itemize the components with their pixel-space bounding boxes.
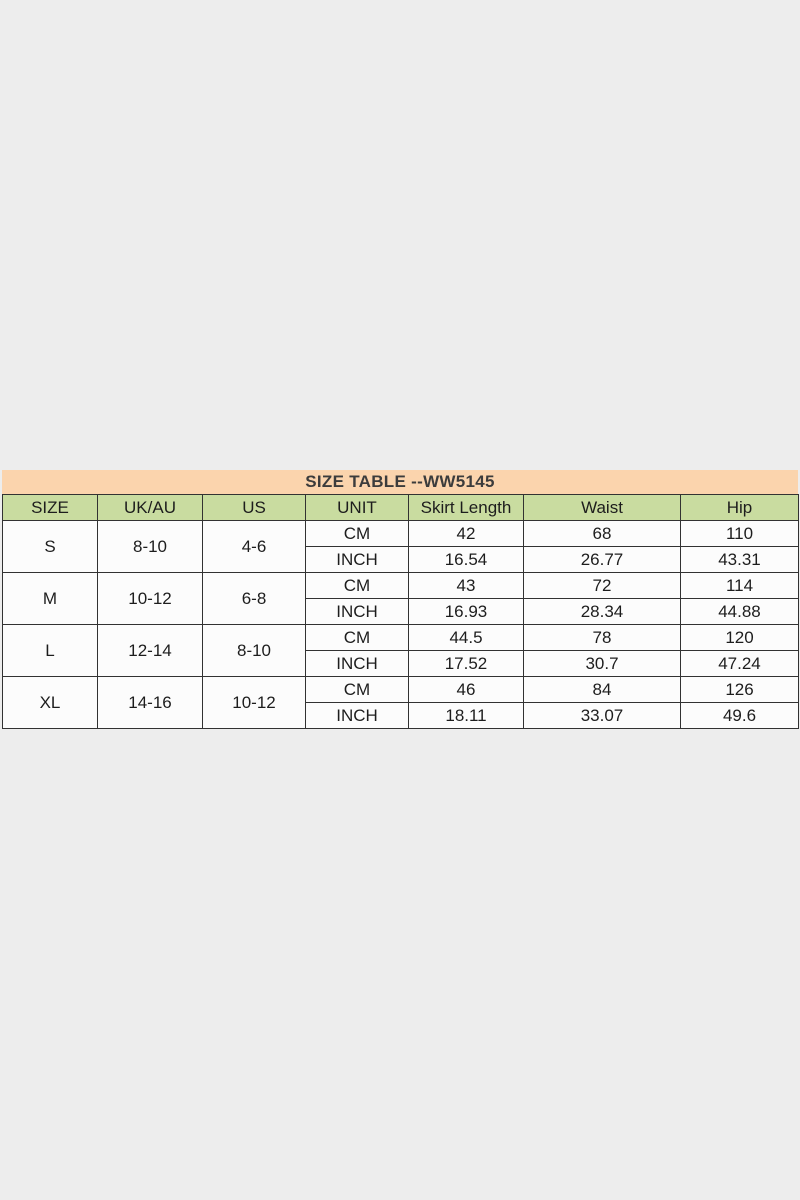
- table-row-l-cm: L 12-14 8-10 CM 44.5 78 120: [2, 624, 799, 677]
- header-cell-uk-au: UK/AU: [97, 494, 203, 521]
- hip-cell: 120: [680, 624, 799, 651]
- hip-cell: 110: [680, 520, 799, 547]
- size-cell: M: [2, 572, 98, 625]
- size-cell: XL: [2, 676, 98, 729]
- header-cell-skirt-length: Skirt Length: [408, 494, 524, 521]
- unit-cell: INCH: [305, 598, 409, 625]
- size-cell: L: [2, 624, 98, 677]
- skirt-length-cell: 46: [408, 676, 524, 703]
- waist-cell: 26.77: [523, 546, 681, 573]
- skirt-length-cell: 44.5: [408, 624, 524, 651]
- uk-au-cell: 12-14: [97, 624, 203, 677]
- skirt-length-cell: 42: [408, 520, 524, 547]
- waist-cell: 72: [523, 572, 681, 599]
- skirt-length-cell: 43: [408, 572, 524, 599]
- unit-cell: INCH: [305, 650, 409, 677]
- skirt-length-cell: 16.93: [408, 598, 524, 625]
- header-cell-unit: UNIT: [305, 494, 409, 521]
- table-row-l-inch: INCH 17.52 30.7 47.24: [3, 650, 799, 677]
- skirt-length-cell: 17.52: [408, 650, 524, 677]
- header-cell-us: US: [202, 494, 306, 521]
- skirt-length-cell: 18.11: [408, 702, 524, 729]
- table-row-xl-inch: INCH 18.11 33.07 49.6: [3, 702, 799, 729]
- waist-cell: 68: [523, 520, 681, 547]
- waist-cell: 28.34: [523, 598, 681, 625]
- size-table-grid: SIZE UK/AU US UNIT Skirt Length Waist Hi…: [2, 494, 799, 729]
- unit-cell: CM: [305, 520, 409, 547]
- header-cell-size: SIZE: [2, 494, 98, 521]
- us-cell: 4-6: [202, 520, 306, 573]
- header-cell-waist: Waist: [523, 494, 681, 521]
- uk-au-cell: 14-16: [97, 676, 203, 729]
- unit-cell: INCH: [305, 546, 409, 573]
- size-table-title: SIZE TABLE --WW5145: [2, 470, 798, 494]
- hip-cell: 114: [680, 572, 799, 599]
- header-cell-hip: Hip: [680, 494, 799, 521]
- hip-cell: 126: [680, 676, 799, 703]
- unit-cell: INCH: [305, 702, 409, 729]
- header-row: SIZE UK/AU US UNIT Skirt Length Waist Hi…: [2, 494, 799, 521]
- uk-au-cell: 8-10: [97, 520, 203, 573]
- waist-cell: 33.07: [523, 702, 681, 729]
- skirt-length-cell: 16.54: [408, 546, 524, 573]
- table-row-m-cm: M 10-12 6-8 CM 43 72 114: [2, 572, 799, 625]
- uk-au-cell: 10-12: [97, 572, 203, 625]
- hip-cell: 43.31: [680, 546, 799, 573]
- table-row-s-cm: S 8-10 4-6 CM 42 68 110: [2, 520, 799, 573]
- unit-cell: CM: [305, 572, 409, 599]
- size-table: SIZE TABLE --WW5145 SIZE UK/AU US UNIT S…: [2, 470, 799, 729]
- hip-cell: 44.88: [680, 598, 799, 625]
- table-row-m-inch: INCH 16.93 28.34 44.88: [3, 598, 799, 625]
- size-cell: S: [2, 520, 98, 573]
- table-row-xl-cm: XL 14-16 10-12 CM 46 84 126: [2, 676, 799, 729]
- unit-cell: CM: [305, 624, 409, 651]
- us-cell: 6-8: [202, 572, 306, 625]
- waist-cell: 30.7: [523, 650, 681, 677]
- waist-cell: 84: [523, 676, 681, 703]
- us-cell: 10-12: [202, 676, 306, 729]
- hip-cell: 49.6: [680, 702, 799, 729]
- table-row-s-inch: INCH 16.54 26.77 43.31: [3, 546, 799, 573]
- us-cell: 8-10: [202, 624, 306, 677]
- hip-cell: 47.24: [680, 650, 799, 677]
- unit-cell: CM: [305, 676, 409, 703]
- waist-cell: 78: [523, 624, 681, 651]
